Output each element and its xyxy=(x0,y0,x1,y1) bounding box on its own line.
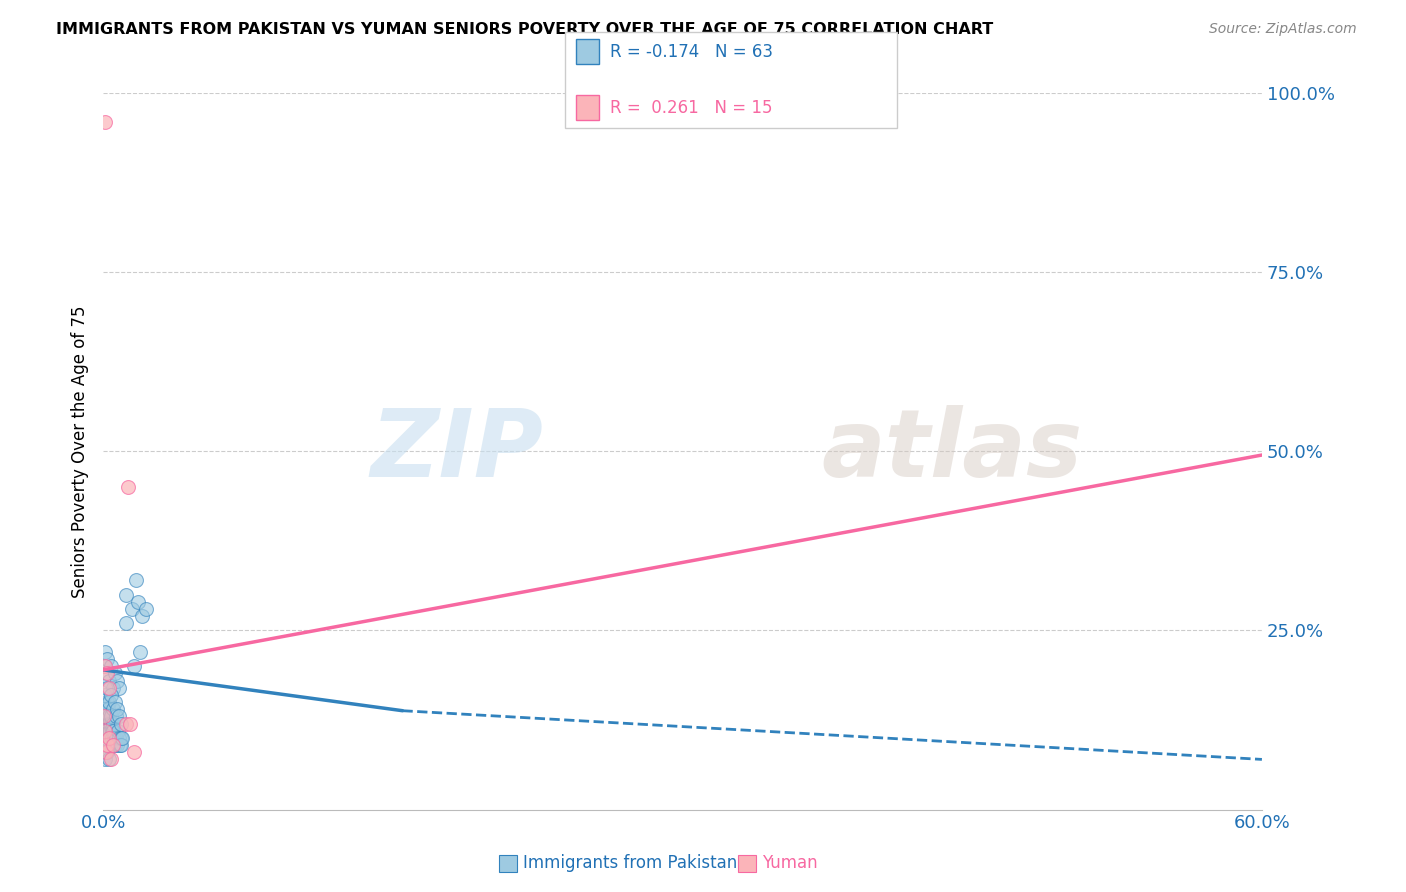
Text: atlas: atlas xyxy=(821,406,1083,498)
Point xyxy=(105,738,128,752)
Point xyxy=(101,702,124,716)
Point xyxy=(100,752,122,766)
Point xyxy=(96,716,118,731)
Point xyxy=(104,731,127,745)
Point xyxy=(103,731,125,745)
Point xyxy=(127,595,149,609)
Text: Source: ZipAtlas.com: Source: ZipAtlas.com xyxy=(1209,22,1357,37)
Point xyxy=(100,688,122,702)
Point xyxy=(96,709,118,723)
Point xyxy=(97,731,120,745)
Point xyxy=(101,731,124,745)
Point xyxy=(110,731,132,745)
Point xyxy=(110,738,132,752)
Point xyxy=(107,709,129,723)
Point xyxy=(101,716,124,731)
Point xyxy=(122,659,145,673)
Point xyxy=(93,702,115,716)
Point xyxy=(93,709,115,723)
Text: R =  0.261   N = 15: R = 0.261 N = 15 xyxy=(610,99,773,117)
Point xyxy=(97,752,120,766)
Point xyxy=(100,659,122,673)
Point xyxy=(97,702,120,716)
Point xyxy=(104,666,127,681)
Point xyxy=(97,681,120,695)
Point xyxy=(104,695,127,709)
Point xyxy=(97,695,120,709)
Text: R = -0.174   N = 63: R = -0.174 N = 63 xyxy=(610,43,773,61)
Point xyxy=(100,709,122,723)
Point xyxy=(94,115,117,129)
Point xyxy=(97,709,120,723)
Point xyxy=(101,681,124,695)
Point xyxy=(128,645,150,659)
Point xyxy=(101,723,124,738)
Point xyxy=(98,716,121,731)
Point xyxy=(101,738,124,752)
Point xyxy=(93,745,115,759)
Point xyxy=(100,716,122,731)
Point xyxy=(121,602,143,616)
Point xyxy=(100,731,122,745)
Point xyxy=(115,588,138,602)
Point xyxy=(94,659,117,673)
Point xyxy=(96,652,118,666)
Point xyxy=(107,681,129,695)
Point xyxy=(104,738,127,752)
Point xyxy=(105,702,128,716)
Point xyxy=(108,738,131,752)
Point xyxy=(107,723,129,738)
Point xyxy=(131,609,153,624)
Point xyxy=(96,666,118,681)
Point xyxy=(94,716,117,731)
Point xyxy=(117,480,139,494)
Point xyxy=(94,723,117,738)
Point xyxy=(93,659,115,673)
Point xyxy=(97,723,120,738)
Point xyxy=(115,716,138,731)
Point xyxy=(94,745,117,759)
Point xyxy=(96,745,118,759)
Point xyxy=(120,716,142,731)
Point xyxy=(94,731,117,745)
Point xyxy=(125,574,148,588)
Point xyxy=(115,616,138,631)
Point xyxy=(94,688,117,702)
Text: IMMIGRANTS FROM PAKISTAN VS YUMAN SENIORS POVERTY OVER THE AGE OF 75 CORRELATION: IMMIGRANTS FROM PAKISTAN VS YUMAN SENIOR… xyxy=(56,22,994,37)
Point xyxy=(107,731,129,745)
Point xyxy=(97,673,120,688)
Text: Immigrants from Pakistan: Immigrants from Pakistan xyxy=(523,855,737,872)
Point xyxy=(111,731,134,745)
Point xyxy=(110,716,132,731)
Point xyxy=(94,723,117,738)
Point xyxy=(96,681,118,695)
Point xyxy=(104,709,127,723)
Point xyxy=(98,723,121,738)
Text: Yuman: Yuman xyxy=(762,855,818,872)
Point xyxy=(94,645,117,659)
Point xyxy=(94,666,117,681)
Y-axis label: Seniors Poverty Over the Age of 75: Seniors Poverty Over the Age of 75 xyxy=(72,305,89,598)
Point xyxy=(94,752,117,766)
Point xyxy=(101,723,124,738)
Point xyxy=(105,673,128,688)
Point xyxy=(93,709,115,723)
Point xyxy=(135,602,157,616)
Point xyxy=(122,745,145,759)
Point xyxy=(96,695,118,709)
Point xyxy=(96,738,118,752)
Text: ZIP: ZIP xyxy=(371,406,544,498)
